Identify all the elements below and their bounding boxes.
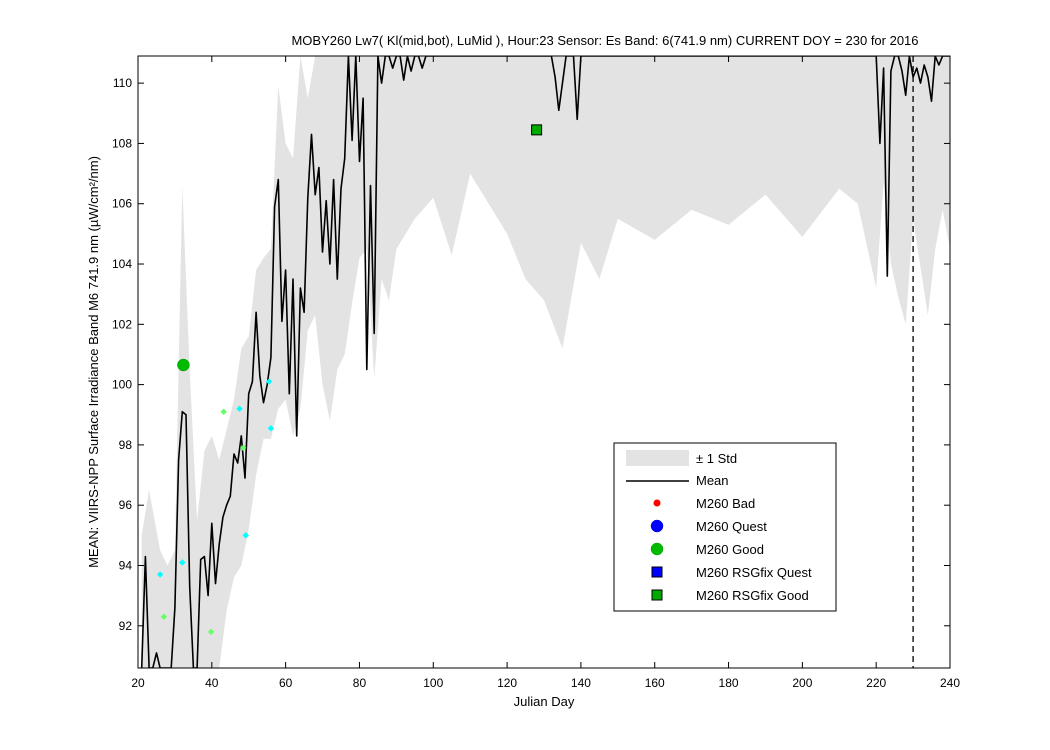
x-tick-label: 220	[866, 676, 886, 690]
x-tick-label: 60	[279, 676, 293, 690]
y-tick-label: 92	[119, 619, 133, 633]
x-tick-label: 80	[353, 676, 367, 690]
x-tick-label: 200	[792, 676, 812, 690]
lightgreen-diamond-marker	[160, 613, 168, 620]
legend-quest-marker	[650, 519, 664, 533]
plot-frame	[137, 55, 951, 669]
legend-std-swatch	[626, 450, 689, 466]
legend-std-label: ± 1 Std	[696, 451, 737, 466]
chart-title: MOBY260 Lw7( Kl(mid,bot), LuMid ), Hour:…	[291, 33, 918, 48]
x-tick-label: 100	[423, 676, 443, 690]
legend-rsg-good-marker	[651, 589, 663, 601]
mean-line	[140, 56, 950, 668]
y-axis-label: MEAN: VIIRS-NPP Surface Irradiance Band …	[86, 156, 101, 568]
y-tick-label: 108	[112, 136, 132, 150]
lightgreen-diamond-marker	[220, 408, 227, 415]
cyan-diamond-marker	[236, 405, 243, 412]
std-band-area	[141, 56, 950, 668]
cyan-diamond-marker	[156, 571, 164, 578]
plot-area	[140, 56, 950, 668]
m260-rsgfix-good-marker	[531, 124, 543, 136]
cyan-diamond-marker	[179, 559, 186, 566]
legend-rsg-quest-marker	[651, 566, 663, 578]
y-tick-label: 104	[112, 257, 132, 271]
m260-good-marker	[177, 358, 190, 372]
legend-quest-label: M260 Quest	[696, 519, 767, 534]
legend-mean-label: Mean	[696, 473, 729, 488]
legend-rsg-good-label: M260 RSGfix Good	[696, 588, 809, 603]
x-tick-label: 120	[497, 676, 517, 690]
legend-good-label: M260 Good	[696, 542, 764, 557]
x-axis-label: Julian Day	[514, 694, 575, 709]
y-tick-label: 100	[112, 378, 132, 392]
y-tick-label: 94	[119, 558, 133, 572]
cyan-diamond-marker	[242, 532, 249, 539]
legend-good-marker	[650, 542, 664, 556]
y-tick-label: 110	[113, 76, 132, 90]
legend-rsg-quest-label: M260 RSGfix Quest	[696, 565, 812, 580]
cyan-diamond-marker	[265, 378, 273, 385]
x-tick-label: 240	[940, 676, 960, 690]
y-tick-label: 98	[119, 438, 133, 452]
legend: ± 1 Std Mean M260 Bad M260 Quest M260 Go…	[613, 442, 837, 612]
x-tick-label: 40	[205, 676, 219, 690]
x-tick-label: 140	[571, 676, 591, 690]
lightgreen-diamond-marker	[207, 628, 215, 636]
y-tick-label: 102	[112, 317, 132, 331]
y-tick-label: 106	[112, 197, 132, 211]
x-tick-label: 20	[131, 676, 145, 690]
cyan-diamond-marker	[267, 425, 275, 432]
lightgreen-diamond-marker	[239, 444, 247, 452]
y-tick-label: 96	[119, 498, 133, 512]
legend-bad-label: M260 Bad	[696, 496, 755, 511]
legend-bad-marker	[653, 499, 661, 507]
x-tick-label: 160	[645, 676, 665, 690]
x-tick-label: 180	[719, 676, 739, 690]
